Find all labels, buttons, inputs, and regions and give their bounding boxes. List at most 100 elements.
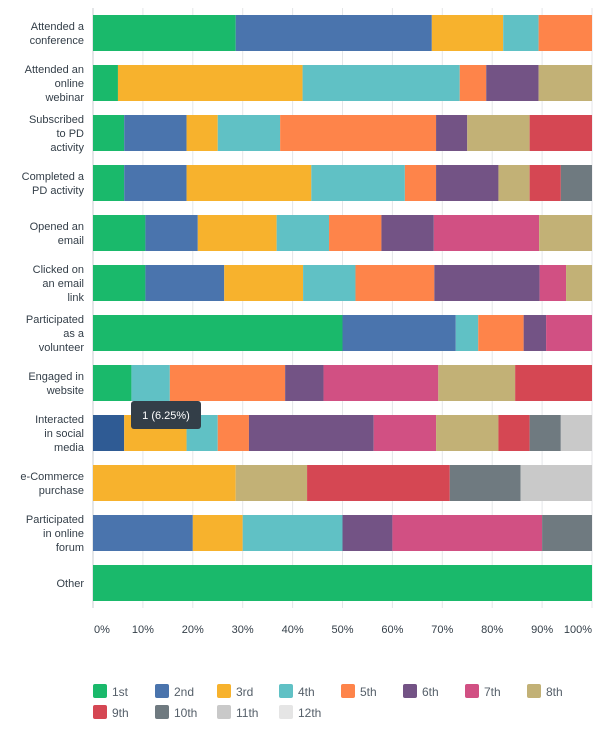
legend-item-6th[interactable]: 6th (403, 684, 439, 699)
bar-segment-6-6th[interactable] (523, 315, 547, 351)
bar-segment-4-6th[interactable] (381, 215, 434, 251)
bar-segment-8-11th[interactable] (560, 415, 592, 451)
category-label-9: e-Commerce purchase (20, 471, 84, 497)
bar-segment-10-4th[interactable] (242, 515, 343, 551)
bar-segment-6-1st[interactable] (93, 315, 343, 351)
bar-segment-6-7th[interactable] (546, 315, 592, 351)
bar-segment-5-8th[interactable] (566, 265, 592, 301)
bar-segment-5-7th[interactable] (539, 265, 567, 301)
legend-item-11th[interactable]: 11th (217, 705, 258, 720)
bar-segment-1-6th[interactable] (486, 65, 539, 101)
bar-segment-9-11th[interactable] (520, 465, 592, 501)
bar-segment-9-10th[interactable] (449, 465, 521, 501)
bar-segment-9-9th[interactable] (307, 465, 450, 501)
bar-segment-7-9th[interactable] (515, 365, 592, 401)
legend-item-7th[interactable]: 7th (465, 684, 501, 699)
bar-segment-7-1st[interactable] (93, 365, 132, 401)
x-tick-label-7: 70% (431, 624, 453, 636)
bar-segment-10-7th[interactable] (392, 515, 543, 551)
bar-segment-0-1st[interactable] (93, 15, 236, 51)
bar-segment-10-2nd[interactable] (93, 515, 193, 551)
bar-segment-2-1st[interactable] (93, 115, 125, 151)
bar-segment-8-7th[interactable] (373, 415, 437, 451)
bar-segment-10-3rd[interactable] (192, 515, 243, 551)
bar-segment-10-10th[interactable] (542, 515, 592, 551)
legend-item-3rd[interactable]: 3rd (217, 684, 253, 699)
bar-segment-4-4th[interactable] (276, 215, 330, 251)
legend-item-12th[interactable]: 12th (279, 705, 321, 720)
bar-segment-8-9th[interactable] (498, 415, 530, 451)
bar-segment-3-6th[interactable] (436, 165, 499, 201)
bar-segment-4-2nd[interactable] (145, 215, 198, 251)
bar-segment-2-3rd[interactable] (186, 115, 218, 151)
bar-segment-9-3rd[interactable] (93, 465, 236, 501)
legend-item-9th[interactable]: 9th (93, 705, 129, 720)
bar-segment-2-5th[interactable] (280, 115, 437, 151)
legend-item-4th[interactable]: 4th (279, 684, 315, 699)
bar-segment-5-4th[interactable] (303, 265, 356, 301)
bar-segment-7-4th[interactable] (131, 365, 170, 401)
bar-segment-6-2nd[interactable] (342, 315, 456, 351)
bar-segment-8-6th[interactable] (248, 415, 374, 451)
legend-item-5th[interactable]: 5th (341, 684, 377, 699)
bar-segment-4-1st[interactable] (93, 215, 146, 251)
bar-segment-7-7th[interactable] (323, 365, 439, 401)
bar-segment-6-5th[interactable] (478, 315, 524, 351)
bar-segment-3-4th[interactable] (311, 165, 405, 201)
bar-segment-0-5th[interactable] (538, 15, 592, 51)
bar-segment-9-8th[interactable] (235, 465, 308, 501)
bar-segment-7-6th[interactable] (285, 365, 324, 401)
bar-segment-3-5th[interactable] (404, 165, 437, 201)
bar-segment-4-3rd[interactable] (197, 215, 277, 251)
bar-segment-6-4th[interactable] (455, 315, 479, 351)
bar-segment-1-8th[interactable] (538, 65, 592, 101)
bar-segment-3-3rd[interactable] (186, 165, 312, 201)
legend-item-10th[interactable]: 10th (155, 705, 197, 720)
bar-segment-2-9th[interactable] (529, 115, 593, 151)
bar-segment-7-8th[interactable] (438, 365, 516, 401)
x-tick-label-1: 10% (132, 624, 154, 636)
category-label-8: Interacted in social media (35, 414, 85, 454)
bar-segment-8-10th[interactable] (529, 415, 561, 451)
bar-segment-8-2nd[interactable] (93, 415, 125, 451)
bar-segment-1-3rd[interactable] (117, 65, 303, 101)
bar-segment-5-3rd[interactable] (224, 265, 304, 301)
bar-segment-3-2nd[interactable] (124, 165, 187, 201)
bar-segment-8-5th[interactable] (217, 415, 249, 451)
legend-item-1st[interactable]: 1st (93, 684, 129, 699)
bar-segment-2-8th[interactable] (467, 115, 530, 151)
bar-segment-3-8th[interactable] (498, 165, 530, 201)
legend-item-8th[interactable]: 8th (527, 684, 563, 699)
bar-segment-5-5th[interactable] (355, 265, 435, 301)
bar-segment-2-2nd[interactable] (124, 115, 187, 151)
bar-segment-5-2nd[interactable] (145, 265, 225, 301)
bar-segment-4-8th[interactable] (539, 215, 592, 251)
bar-segment-3-10th[interactable] (560, 165, 592, 201)
bar-segment-4-7th[interactable] (433, 215, 540, 251)
bar-segment-0-3rd[interactable] (431, 15, 504, 51)
grid-lines (92, 8, 593, 608)
legend-label-8th: 8th (546, 685, 563, 699)
bar-segment-1-1st[interactable] (93, 65, 118, 101)
bar-segment-11-1st[interactable] (93, 565, 592, 601)
bar-segment-10-6th[interactable] (342, 515, 393, 551)
bar-segment-4-5th[interactable] (329, 215, 382, 251)
bar-segment-7-5th[interactable] (169, 365, 286, 401)
x-tick-label-2: 20% (182, 624, 204, 636)
bar-segment-5-1st[interactable] (93, 265, 146, 301)
x-tick-label-6: 60% (381, 624, 403, 636)
bar-segment-5-6th[interactable] (434, 265, 540, 301)
legend-item-2nd[interactable]: 2nd (155, 684, 194, 699)
bar-segment-0-4th[interactable] (503, 15, 539, 51)
bar-segment-3-1st[interactable] (93, 165, 125, 201)
x-tick-label-0: 0% (94, 624, 110, 636)
bar-segment-1-5th[interactable] (459, 65, 487, 101)
legend-label-12th: 12th (298, 706, 321, 720)
bar-segment-2-4th[interactable] (217, 115, 281, 151)
bar-segment-2-6th[interactable] (436, 115, 468, 151)
bar-segment-3-9th[interactable] (529, 165, 561, 201)
bar-segment-1-4th[interactable] (302, 65, 460, 101)
bar-segment-8-8th[interactable] (436, 415, 499, 451)
bars-layer (93, 15, 593, 601)
bar-segment-0-2nd[interactable] (235, 15, 432, 51)
